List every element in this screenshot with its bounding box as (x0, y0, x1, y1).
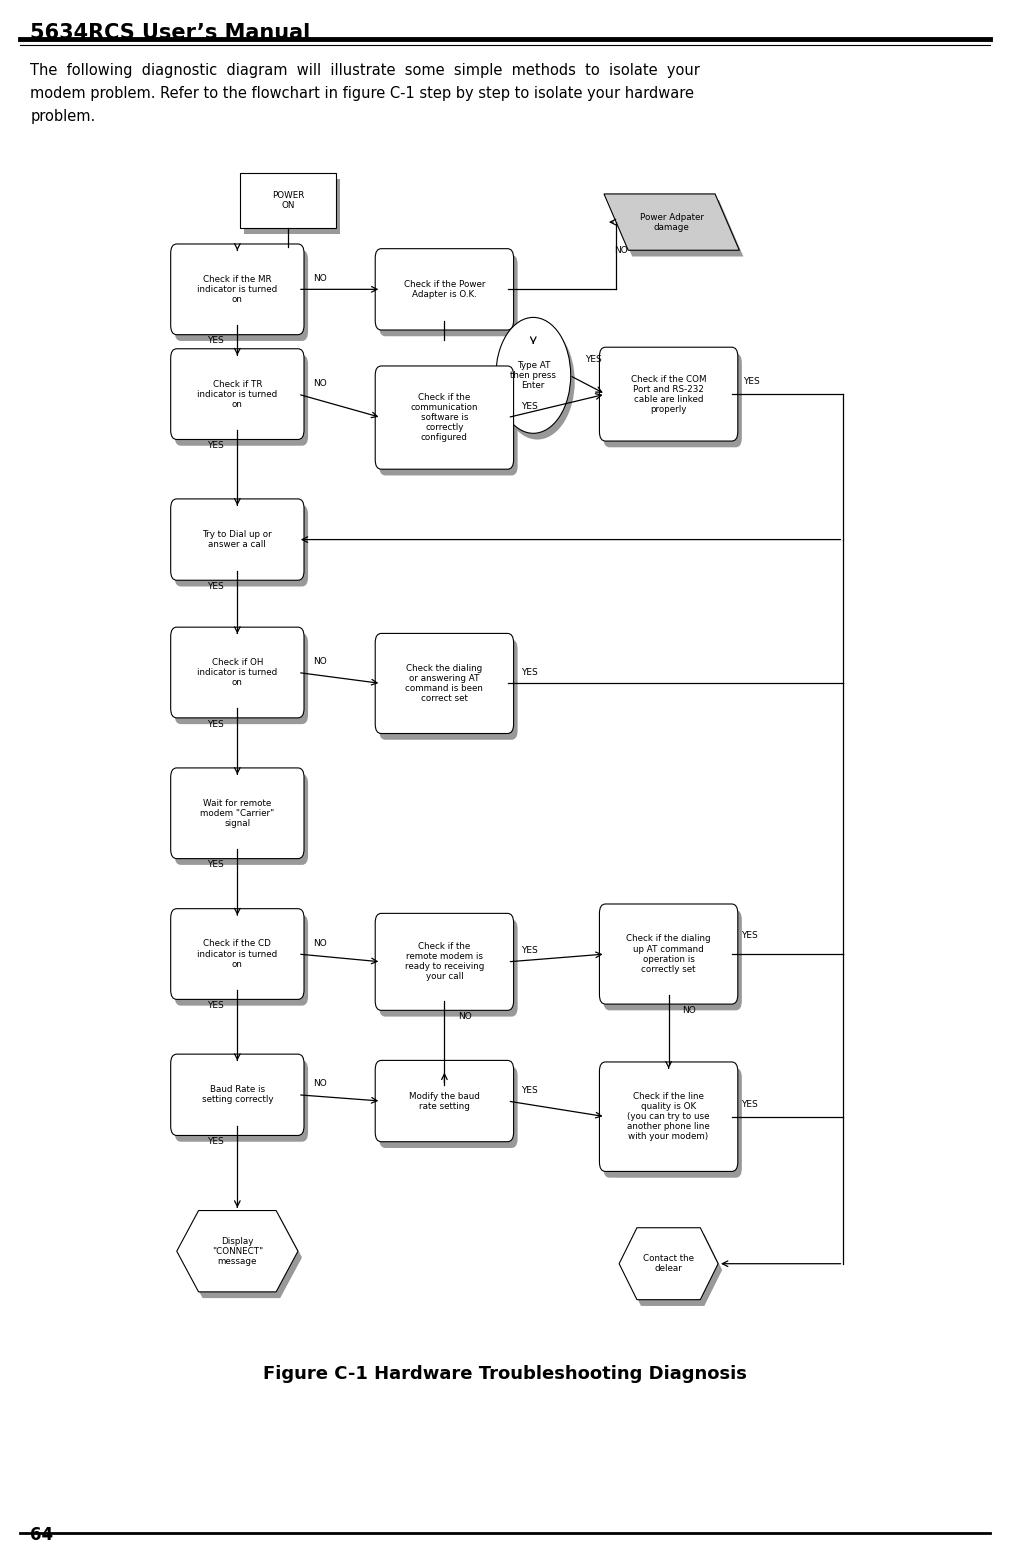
FancyBboxPatch shape (175, 633, 308, 724)
FancyBboxPatch shape (171, 627, 304, 718)
FancyBboxPatch shape (600, 1062, 737, 1171)
Text: Display
"CONNECT"
message: Display "CONNECT" message (212, 1237, 263, 1265)
Text: YES: YES (586, 355, 602, 364)
FancyBboxPatch shape (171, 909, 304, 999)
FancyBboxPatch shape (376, 913, 513, 1010)
Text: Contact the
delear: Contact the delear (643, 1254, 694, 1273)
Text: modem problem. Refer to the flowchart in figure C-1 step by step to isolate your: modem problem. Refer to the flowchart in… (30, 86, 694, 102)
FancyBboxPatch shape (171, 244, 304, 335)
Text: 64: 64 (30, 1525, 54, 1544)
Polygon shape (608, 200, 743, 256)
Text: YES: YES (207, 582, 223, 591)
Text: NO: NO (313, 1079, 327, 1089)
Circle shape (500, 324, 575, 439)
Text: Baud Rate is
setting correctly: Baud Rate is setting correctly (202, 1085, 273, 1104)
Text: NO: NO (313, 938, 327, 948)
Text: YES: YES (743, 377, 761, 386)
FancyBboxPatch shape (380, 255, 517, 336)
Text: Figure C-1 Hardware Troubleshooting Diagnosis: Figure C-1 Hardware Troubleshooting Diag… (263, 1365, 747, 1384)
Text: YES: YES (207, 719, 223, 729)
FancyBboxPatch shape (380, 372, 517, 475)
Text: Modify the baud
rate setting: Modify the baud rate setting (409, 1092, 480, 1110)
Text: YES: YES (741, 931, 759, 940)
Text: Wait for remote
modem "Carrier"
signal: Wait for remote modem "Carrier" signal (200, 799, 275, 827)
FancyBboxPatch shape (171, 499, 304, 580)
Text: YES: YES (207, 336, 223, 346)
FancyBboxPatch shape (240, 172, 336, 227)
FancyBboxPatch shape (604, 1068, 741, 1178)
FancyBboxPatch shape (380, 640, 517, 740)
Polygon shape (623, 1234, 722, 1306)
Text: Check if the Power
Adapter is O.K.: Check if the Power Adapter is O.K. (404, 280, 485, 299)
Text: Check if the COM
Port and RS-232
cable are linked
properly: Check if the COM Port and RS-232 cable a… (631, 374, 706, 414)
Polygon shape (177, 1211, 298, 1292)
FancyBboxPatch shape (175, 355, 308, 446)
FancyBboxPatch shape (171, 768, 304, 859)
Text: YES: YES (207, 1001, 223, 1010)
FancyBboxPatch shape (175, 915, 308, 1006)
Text: NO: NO (682, 1006, 696, 1015)
FancyBboxPatch shape (244, 178, 339, 233)
FancyBboxPatch shape (604, 910, 741, 1010)
Polygon shape (181, 1217, 302, 1298)
FancyBboxPatch shape (376, 633, 513, 734)
Text: POWER
ON: POWER ON (272, 191, 304, 210)
FancyBboxPatch shape (376, 249, 513, 330)
FancyBboxPatch shape (175, 505, 308, 586)
Text: Check if the MR
indicator is turned
on: Check if the MR indicator is turned on (197, 275, 278, 303)
FancyBboxPatch shape (600, 347, 737, 441)
Text: YES: YES (521, 1085, 538, 1095)
Polygon shape (619, 1228, 718, 1300)
Text: Check if TR
indicator is turned
on: Check if TR indicator is turned on (197, 380, 278, 408)
Text: Power Adpater
damage: Power Adpater damage (639, 213, 704, 231)
Text: YES: YES (521, 946, 538, 956)
Text: Try to Dial up or
answer a call: Try to Dial up or answer a call (202, 530, 273, 549)
Circle shape (496, 317, 571, 433)
Text: NO: NO (313, 657, 327, 666)
FancyBboxPatch shape (175, 250, 308, 341)
Text: Check if the
communication
software is
correctly
configured: Check if the communication software is c… (411, 393, 478, 443)
Text: Check if the
remote modem is
ready to receiving
your call: Check if the remote modem is ready to re… (405, 942, 484, 982)
Text: YES: YES (207, 1137, 223, 1146)
Text: NO: NO (313, 274, 327, 283)
FancyBboxPatch shape (376, 366, 513, 469)
Polygon shape (604, 194, 739, 250)
Text: YES: YES (207, 441, 223, 450)
Text: NO: NO (313, 378, 327, 388)
Text: Type AT
then press
Enter: Type AT then press Enter (510, 361, 557, 389)
Text: YES: YES (521, 668, 538, 677)
Text: 5634RCS User’s Manual: 5634RCS User’s Manual (30, 23, 310, 44)
FancyBboxPatch shape (171, 1054, 304, 1135)
Text: NO: NO (458, 1012, 472, 1021)
Text: YES: YES (207, 860, 223, 870)
FancyBboxPatch shape (175, 1060, 308, 1142)
Text: The  following  diagnostic  diagram  will  illustrate  some  simple  methods  to: The following diagnostic diagram will il… (30, 63, 700, 78)
Text: Check if the line
quality is OK
(you can try to use
another phone line
with your: Check if the line quality is OK (you can… (627, 1092, 710, 1142)
FancyBboxPatch shape (376, 1060, 513, 1142)
Text: Check if OH
indicator is turned
on: Check if OH indicator is turned on (197, 658, 278, 687)
Text: Check if the CD
indicator is turned
on: Check if the CD indicator is turned on (197, 940, 278, 968)
FancyBboxPatch shape (600, 904, 737, 1004)
Text: Check the dialing
or answering AT
command is been
correct set: Check the dialing or answering AT comman… (405, 663, 484, 704)
Text: YES: YES (741, 1099, 759, 1109)
Text: Check if the dialing
up AT command
operation is
correctly set: Check if the dialing up AT command opera… (626, 934, 711, 974)
FancyBboxPatch shape (171, 349, 304, 439)
Text: YES: YES (521, 402, 538, 411)
FancyBboxPatch shape (380, 1067, 517, 1148)
Text: problem.: problem. (30, 109, 96, 125)
Text: NO: NO (614, 246, 628, 255)
FancyBboxPatch shape (380, 920, 517, 1017)
FancyBboxPatch shape (175, 774, 308, 865)
FancyBboxPatch shape (604, 353, 741, 447)
